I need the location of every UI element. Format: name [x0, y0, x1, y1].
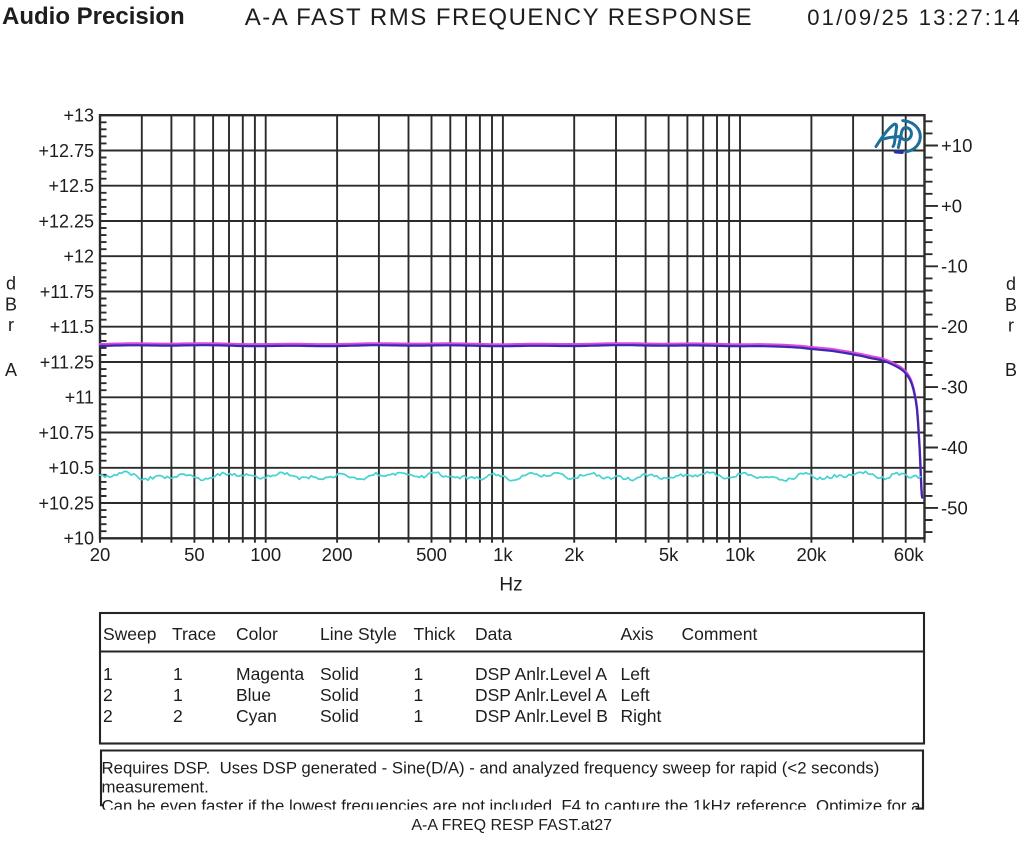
svg-text:B: B — [5, 295, 17, 315]
svg-text:-20: -20 — [941, 316, 968, 337]
svg-text:Color: Color — [236, 624, 278, 644]
svg-text:2: 2 — [103, 685, 113, 705]
svg-text:DSP Anlr.Level A: DSP Anlr.Level A — [475, 664, 607, 684]
svg-text:+11.5: +11.5 — [50, 317, 94, 337]
svg-text:+11: +11 — [65, 388, 94, 408]
svg-text:500: 500 — [416, 544, 447, 565]
svg-text:Left: Left — [621, 664, 650, 684]
svg-text:+11.75: +11.75 — [40, 282, 94, 302]
svg-text:Hz: Hz — [499, 575, 522, 596]
svg-text:1: 1 — [414, 664, 424, 684]
svg-text:+0: +0 — [941, 195, 962, 216]
svg-text:100: 100 — [250, 544, 281, 565]
svg-text:1k: 1k — [493, 544, 513, 565]
svg-text:+10.75: +10.75 — [38, 423, 94, 443]
svg-text:Line Style: Line Style — [320, 624, 397, 644]
svg-text:1: 1 — [414, 685, 424, 705]
svg-text:DSP Anlr.Level B: DSP Anlr.Level B — [475, 706, 608, 726]
svg-text:+12.25: +12.25 — [38, 211, 94, 231]
svg-text:A: A — [5, 360, 17, 380]
svg-text:Axis: Axis — [621, 624, 654, 644]
svg-text:Trace: Trace — [172, 624, 216, 644]
svg-text:Left: Left — [621, 685, 650, 705]
svg-text:-10: -10 — [941, 256, 968, 277]
svg-text:Data: Data — [475, 624, 512, 644]
svg-text:+11.25: +11.25 — [40, 352, 94, 372]
svg-text:Solid: Solid — [320, 706, 359, 726]
svg-text:50: 50 — [184, 544, 205, 565]
svg-text:1: 1 — [103, 664, 113, 684]
svg-text:Magenta: Magenta — [236, 664, 304, 684]
svg-text:+10: +10 — [941, 135, 972, 156]
svg-text:+10.25: +10.25 — [38, 493, 94, 513]
svg-text:Cyan: Cyan — [236, 706, 277, 726]
svg-text:Solid: Solid — [320, 664, 359, 684]
svg-text:+10: +10 — [63, 529, 94, 549]
svg-text:B: B — [1005, 360, 1017, 380]
svg-text:B: B — [1005, 295, 1017, 315]
svg-text:1: 1 — [173, 664, 183, 684]
svg-text:Solid: Solid — [320, 685, 359, 705]
svg-text:Sweep: Sweep — [103, 624, 157, 644]
svg-text:+13: +13 — [63, 106, 94, 126]
svg-text:DSP Anlr.Level A: DSP Anlr.Level A — [475, 685, 607, 705]
svg-text:r: r — [1008, 316, 1014, 336]
svg-text:Requires DSP. Uses DSP genera: Requires DSP. Uses DSP generated - Sine(… — [102, 759, 880, 778]
svg-text:-30: -30 — [941, 377, 968, 398]
svg-text:+10.5: +10.5 — [48, 458, 94, 478]
svg-text:Comment: Comment — [682, 624, 758, 644]
svg-text:+12: +12 — [63, 247, 94, 267]
svg-text:Right: Right — [621, 706, 662, 726]
svg-text:2k: 2k — [564, 544, 584, 565]
svg-text:2: 2 — [173, 706, 183, 726]
svg-text:+12.75: +12.75 — [38, 141, 94, 161]
svg-text:Blue: Blue — [236, 685, 271, 705]
svg-text:measurement.: measurement. — [102, 778, 209, 797]
svg-text:1: 1 — [173, 685, 183, 705]
svg-text:2: 2 — [103, 706, 113, 726]
svg-text:A-A FREQ RESP FAST.at27: A-A FREQ RESP FAST.at27 — [411, 817, 612, 834]
svg-text:d: d — [6, 274, 16, 294]
svg-text:20: 20 — [90, 544, 111, 565]
svg-text:r: r — [8, 315, 14, 335]
svg-text:+12.5: +12.5 — [48, 176, 94, 196]
svg-text:20k: 20k — [796, 544, 827, 565]
svg-text:-50: -50 — [941, 497, 968, 518]
svg-text:Thick: Thick — [414, 624, 456, 644]
svg-text:10k: 10k — [725, 544, 756, 565]
svg-text:5k: 5k — [659, 544, 679, 565]
svg-text:60k: 60k — [894, 544, 925, 565]
svg-text:-40: -40 — [941, 437, 968, 458]
svg-text:d: d — [1006, 274, 1016, 294]
svg-text:200: 200 — [322, 544, 353, 565]
svg-text:1: 1 — [414, 706, 424, 726]
